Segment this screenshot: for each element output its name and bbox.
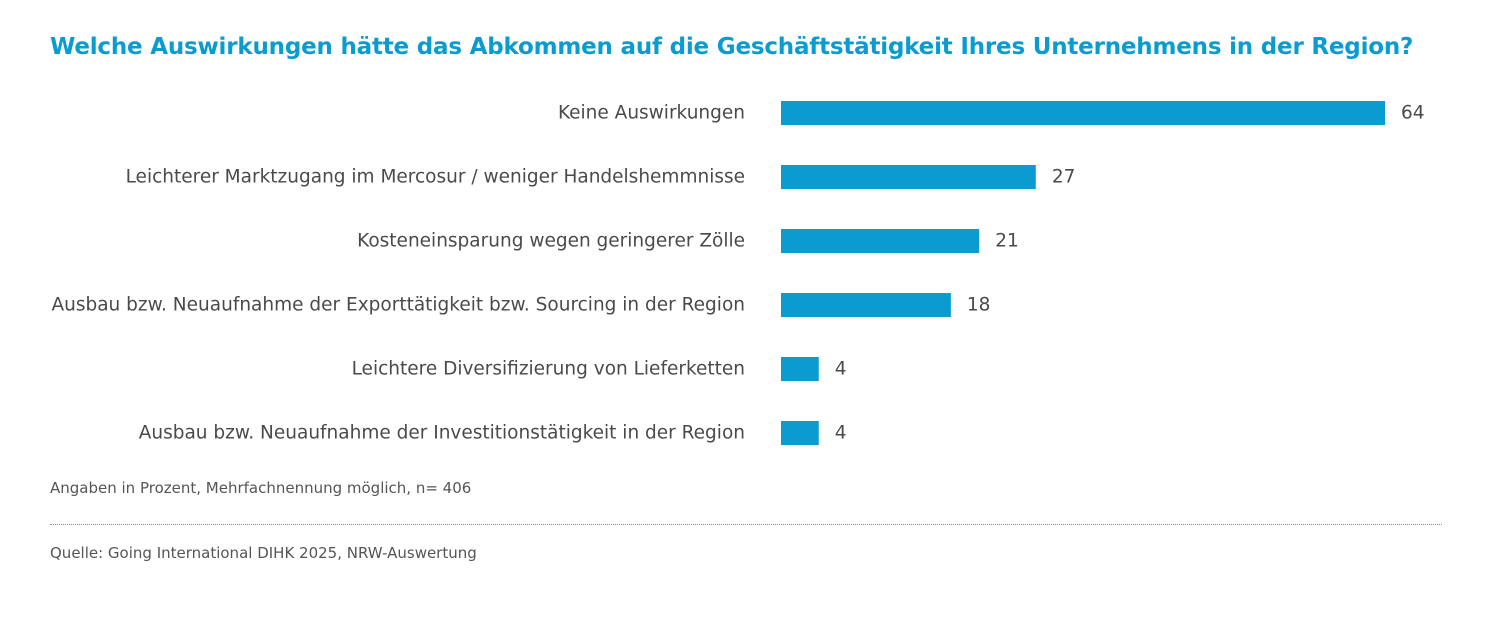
value-label: 18: [967, 295, 991, 316]
category-label: Ausbau bzw. Neuaufnahme der Exporttätigk…: [51, 295, 745, 316]
value-label: 4: [835, 423, 847, 444]
category-labels: Keine Auswirkungen Leichterer Marktzugang…: [51, 103, 745, 444]
chart-title: Welche Auswirkungen hätte das Abkommen a…: [50, 34, 1414, 60]
bar: [781, 293, 951, 317]
category-label: Ausbau bzw. Neuaufnahme der Investitions…: [139, 423, 745, 444]
category-label: Leichtere Diversifizierung von Lieferket…: [352, 359, 745, 380]
value-label: 21: [995, 231, 1019, 252]
category-label: Leichterer Marktzugang im Mercosur / wen…: [126, 167, 745, 188]
bar: [781, 165, 1036, 189]
value-labels: 64 27 21 18 4 4: [835, 103, 1425, 444]
bar: [781, 357, 819, 381]
bar: [781, 101, 1385, 125]
divider: [50, 524, 1442, 525]
category-label: Keine Auswirkungen: [558, 103, 745, 124]
bar-chart: Keine Auswirkungen Leichterer Marktzugang…: [51, 101, 1425, 445]
value-label: 4: [835, 359, 847, 380]
category-label: Kosteneinsparung wegen geringerer Zölle: [357, 231, 745, 252]
value-label: 64: [1401, 103, 1425, 124]
value-label: 27: [1052, 167, 1076, 188]
bar: [781, 229, 980, 253]
source-note: Quelle: Going International DIHK 2025, N…: [50, 544, 477, 562]
bars: [781, 101, 1385, 445]
bar: [781, 421, 819, 445]
footnote: Angaben in Prozent, Mehrfachnennung mögl…: [50, 479, 472, 497]
